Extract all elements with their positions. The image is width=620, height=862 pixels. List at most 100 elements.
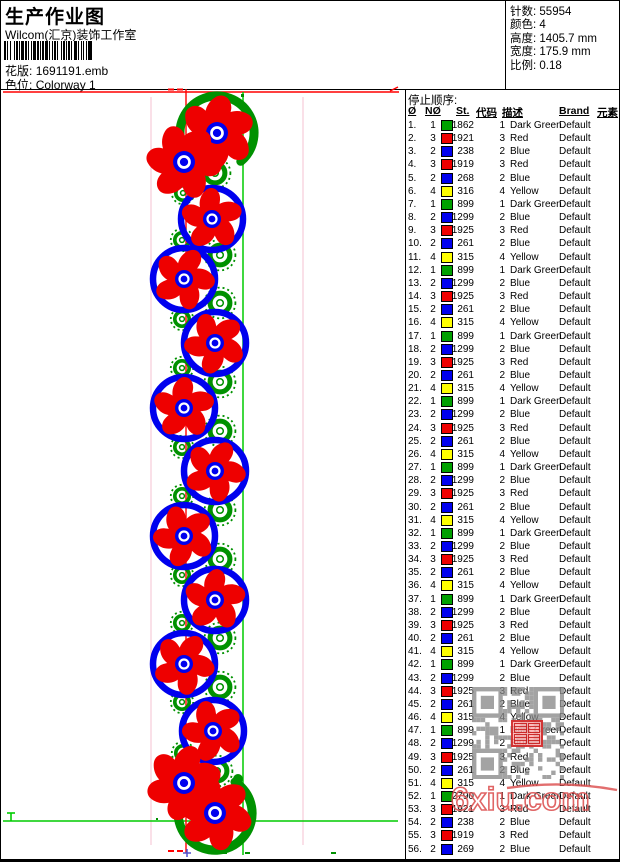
stop-stitches: 238 xyxy=(457,817,474,829)
stop-code: 2 xyxy=(499,606,505,618)
color-swatch xyxy=(441,606,453,618)
stop-brand: Default xyxy=(559,462,591,474)
stop-needle: 3 xyxy=(430,830,436,842)
stop-stitches: 315 xyxy=(457,317,474,329)
stop-seq: 32. xyxy=(408,527,422,539)
color-swatch xyxy=(441,527,453,539)
stop-stitches: 1925 xyxy=(451,554,474,566)
barcode-bar xyxy=(42,41,44,60)
stop-brand: Default xyxy=(559,501,591,513)
stop-description: Blue xyxy=(510,277,531,289)
stop-seq: 28. xyxy=(408,475,422,487)
stop-seq: 15. xyxy=(408,304,422,316)
color-swatch xyxy=(441,777,453,789)
stop-stitches: 1921 xyxy=(451,804,474,816)
stop-stitches: 261 xyxy=(457,304,474,316)
stop-needle: 1 xyxy=(430,659,436,671)
stop-brand: Default xyxy=(559,764,591,776)
stop-description: Blue xyxy=(510,817,531,829)
blue-ring xyxy=(178,696,248,766)
stop-code: 1 xyxy=(499,396,505,408)
stop-row: 14. 3 1925 3 Red Default xyxy=(406,290,619,303)
color-swatch xyxy=(441,646,453,658)
stop-brand: Default xyxy=(559,646,591,658)
stop-description: Red xyxy=(510,554,529,566)
color-swatch xyxy=(441,369,453,381)
stop-needle: 2 xyxy=(430,435,436,447)
stop-brand: Default xyxy=(559,554,591,566)
col-code: 代码 xyxy=(476,107,497,119)
stop-description: Red xyxy=(510,830,529,842)
color-swatch xyxy=(441,580,453,592)
stop-brand: Default xyxy=(559,633,591,645)
stop-row: 40. 2 261 2 Blue Default xyxy=(406,632,619,645)
color-swatch xyxy=(441,225,453,237)
barcode-gap xyxy=(82,41,83,60)
stop-seq: 56. xyxy=(408,843,422,855)
stop-description: Blue xyxy=(510,343,531,355)
color-swatch xyxy=(441,817,453,829)
stop-row: 27. 1 899 1 Dark Green Default xyxy=(406,461,619,474)
stop-seq: 17. xyxy=(408,330,422,342)
stop-row: 11. 4 315 4 Yellow Default xyxy=(406,251,619,264)
stop-row: 26. 4 315 4 Yellow Default xyxy=(406,448,619,461)
color-swatch xyxy=(441,514,453,526)
color-swatch xyxy=(441,738,453,750)
stop-seq: 2. xyxy=(408,133,417,145)
stop-needle: 1 xyxy=(430,593,436,605)
barcode-bar xyxy=(54,41,56,60)
stop-stitches: 1862 xyxy=(451,120,474,131)
stop-stitches: 1299 xyxy=(451,409,474,421)
color-swatch xyxy=(441,501,453,513)
color-swatch xyxy=(441,317,453,329)
stop-seq: 5. xyxy=(408,172,417,184)
stop-stitches: 1299 xyxy=(451,672,474,684)
stop-code: 3 xyxy=(499,422,505,434)
barcode-gap xyxy=(56,41,57,60)
stop-code: 1 xyxy=(499,527,505,539)
stop-stitches: 315 xyxy=(457,777,474,789)
stop-code: 2 xyxy=(499,172,505,184)
color-swatch xyxy=(441,159,453,171)
stop-row: 19. 3 1925 3 Red Default xyxy=(406,356,619,369)
stop-stitches: 261 xyxy=(457,698,474,710)
stop-stitches: 1925 xyxy=(451,619,474,631)
stop-code: 2 xyxy=(499,238,505,250)
stop-description: Blue xyxy=(510,369,531,381)
stop-code: 2 xyxy=(499,277,505,289)
stop-description: Dark Green xyxy=(510,725,562,737)
stop-description: Red xyxy=(510,488,529,500)
barcode-bar xyxy=(7,41,8,60)
stop-row: 24. 3 1925 3 Red Default xyxy=(406,422,619,435)
stop-stitches: 261 xyxy=(457,633,474,645)
stop-stitches: 1925 xyxy=(451,422,474,434)
barcode-bar xyxy=(49,41,50,60)
color-swatch xyxy=(441,133,453,145)
stop-seq: 46. xyxy=(408,712,422,724)
stop-seq: 19. xyxy=(408,356,422,368)
barcode-gap xyxy=(6,41,7,60)
pattern-label: 花版: xyxy=(5,64,33,78)
stop-row: 17. 1 899 1 Dark Green Default xyxy=(406,330,619,343)
stop-seq: 33. xyxy=(408,541,422,552)
stop-brand: Default xyxy=(559,277,591,289)
stop-stitches: 261 xyxy=(457,369,474,381)
stat-colors: 颜色: 4 xyxy=(510,19,546,32)
stop-description: Red xyxy=(510,804,529,816)
stop-code: 1 xyxy=(499,330,505,342)
barcode-bar xyxy=(83,41,84,60)
stop-code: 4 xyxy=(499,777,505,789)
stop-seq: 9. xyxy=(408,225,417,237)
stop-row: 46. 4 315 4 Yellow Default xyxy=(406,711,619,724)
stop-code: 2 xyxy=(499,567,505,579)
stop-brand: Default xyxy=(559,672,591,684)
stop-row: 3. 2 238 2 Blue Default xyxy=(406,145,619,158)
stop-stitches: 1299 xyxy=(451,606,474,618)
stop-needle: 2 xyxy=(430,238,436,250)
stop-row: 15. 2 261 2 Blue Default xyxy=(406,303,619,316)
stop-seq: 40. xyxy=(408,633,422,645)
stop-stitches: 1299 xyxy=(451,277,474,289)
barcode-gap xyxy=(44,41,45,60)
stop-code: 3 xyxy=(499,488,505,500)
